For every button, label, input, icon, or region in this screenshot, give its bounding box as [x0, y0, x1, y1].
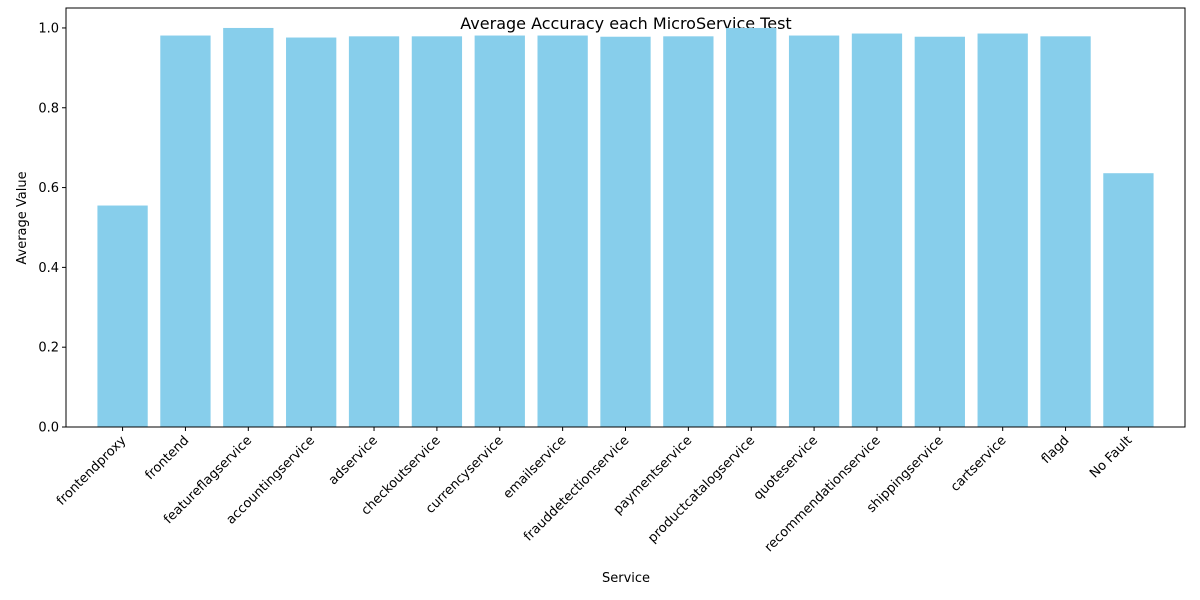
bar-quoteservice: [788, 35, 840, 427]
x-tick-label: cartservice: [948, 433, 1010, 495]
bar-adservice: [348, 36, 400, 427]
y-tick-label: 0.6: [38, 181, 59, 196]
bar-emailservice: [537, 35, 588, 427]
bar-cartservice: [977, 33, 1028, 427]
bar-recommendationservice: [851, 33, 903, 427]
x-tick-label: No Fault: [1087, 433, 1135, 481]
y-axis-label: Average Value: [15, 171, 30, 264]
bar-accountingservice: [286, 37, 337, 428]
bar-no-fault: [1103, 173, 1154, 427]
x-tick-label: frauddetectionservice: [521, 433, 632, 544]
x-axis-label: Service: [602, 571, 650, 586]
bar-productcatalogservice: [726, 27, 777, 427]
plot-frame: [65, 7, 1186, 428]
x-tick-label: frontendproxy: [54, 433, 130, 509]
chart-title: Average Accuracy each MicroService Test: [460, 14, 791, 33]
x-tick-label: emailservice: [501, 433, 570, 502]
x-tick-label: quoteservice: [751, 433, 821, 503]
bar-frauddetectionservice: [600, 36, 651, 427]
x-tick-label: flagd: [1039, 433, 1073, 467]
x-ticks: frontendproxy frontendfeatureflagservicea…: [54, 427, 1135, 555]
bar-shippingservice: [914, 36, 965, 427]
bar-featureflagservice: [223, 27, 274, 427]
y-tick-label: 0.8: [38, 101, 59, 116]
x-tick-label: recommendationservice: [762, 433, 884, 555]
bar-paymentservice: [663, 36, 714, 427]
y-tick-label: 1.0: [38, 21, 59, 36]
y-tick-label: 0.0: [38, 421, 59, 436]
y-tick-label: 0.4: [38, 261, 59, 276]
bar-frontend: [160, 35, 211, 427]
bar-frontendproxy: [97, 205, 148, 427]
bar-currencyservice: [474, 35, 525, 427]
x-tick-label: frontend: [142, 433, 192, 483]
bar-flagd: [1040, 36, 1091, 427]
bar-checkoutservice: [411, 36, 463, 427]
y-ticks: 0.0 0.2 0.4 0.6 0.8 1.0: [38, 21, 66, 436]
bars-group: [97, 27, 1154, 428]
x-tick-label: productcatalogservice: [645, 433, 758, 546]
x-tick-label: adservice: [326, 433, 381, 488]
y-tick-label: 0.2: [38, 341, 59, 356]
